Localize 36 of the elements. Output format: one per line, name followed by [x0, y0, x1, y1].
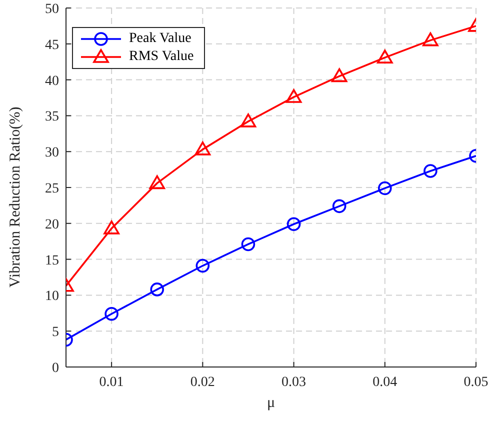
point	[286, 217, 301, 232]
point	[424, 164, 438, 178]
y-axis-title: Vibration Reduction Ratio(%)	[7, 106, 24, 288]
y-tick-label: 20	[45, 217, 59, 232]
point	[104, 220, 120, 234]
y-tick-label: 10	[45, 289, 59, 304]
legend-label: RMS Value	[129, 48, 194, 66]
point	[150, 282, 164, 296]
point	[422, 32, 438, 46]
y-tick-label: 45	[45, 38, 59, 53]
point	[196, 258, 210, 273]
x-tick-label: 0.02	[190, 374, 215, 390]
y-tick-label: 15	[45, 253, 59, 268]
y-tick-label: 5	[52, 325, 59, 340]
point	[240, 114, 256, 128]
x-tick-label: 0.05	[464, 374, 488, 390]
y-tick-label: 40	[45, 74, 59, 89]
point	[149, 175, 166, 190]
point	[194, 142, 211, 156]
y-tick-label: 50	[45, 2, 59, 17]
point	[378, 181, 392, 196]
point	[376, 50, 393, 64]
legend-label: Peak Value	[129, 30, 192, 48]
point	[332, 199, 346, 214]
x-tick-label: 0.04	[372, 374, 398, 390]
x-axis-title: μ	[266, 395, 276, 411]
y-tick-label: 0	[52, 360, 59, 376]
y-tick-label: 30	[45, 146, 59, 161]
y-tick-label: 25	[45, 181, 59, 196]
x-tick-label: 0.01	[99, 374, 124, 390]
point	[331, 68, 348, 82]
point	[104, 306, 118, 321]
point	[241, 237, 256, 252]
x-tick-label: 0.03	[282, 374, 306, 390]
point	[286, 89, 302, 103]
y-tick-label: 35	[45, 110, 59, 125]
